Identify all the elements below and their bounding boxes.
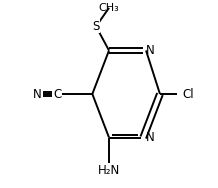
Text: N: N [33,87,42,101]
Text: N: N [145,131,154,144]
Text: CH₃: CH₃ [99,3,119,13]
Text: C: C [53,87,61,101]
Text: N: N [145,44,154,57]
Text: Cl: Cl [182,87,194,101]
Text: H₂N: H₂N [98,164,120,177]
Text: S: S [92,20,100,33]
